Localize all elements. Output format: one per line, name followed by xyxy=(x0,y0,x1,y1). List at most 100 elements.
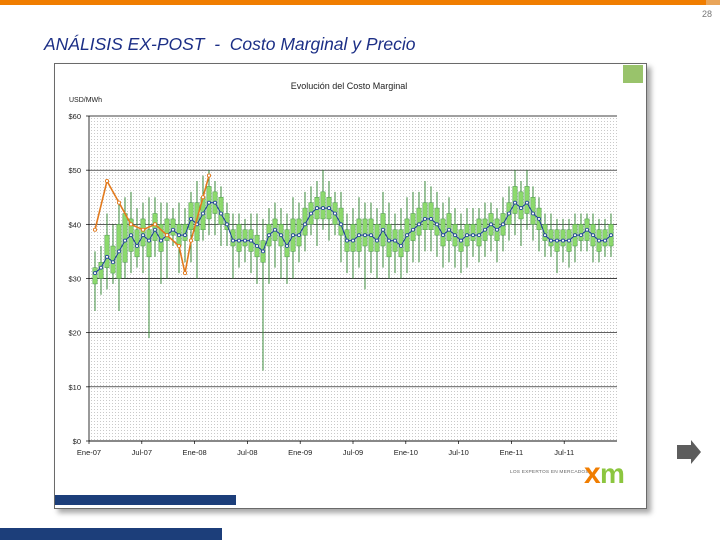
mean-cost-point xyxy=(429,217,433,221)
mean-cost-point xyxy=(579,233,583,238)
slide-title: ANÁLISIS EX-POST - Costo Marginal y Prec… xyxy=(44,34,416,54)
mean-cost-point xyxy=(399,244,403,248)
y-tick-label: $30 xyxy=(68,275,81,284)
mean-cost-point xyxy=(279,233,283,238)
candle-box xyxy=(446,213,452,241)
mean-cost-point xyxy=(123,238,127,243)
candle-box xyxy=(410,213,416,241)
mean-cost-point xyxy=(141,233,145,238)
price-point xyxy=(152,222,158,227)
mean-cost-point xyxy=(507,211,511,216)
xm-logo: LOS EXPERTOS EN MERCADOS x m xyxy=(506,455,630,493)
mean-cost-point xyxy=(525,200,529,205)
candle-box xyxy=(284,229,290,258)
mean-cost-point xyxy=(441,233,445,238)
x-tick-label: Ene-07 xyxy=(77,448,101,457)
page-number: 28 xyxy=(701,9,712,19)
mean-cost-point xyxy=(303,222,307,227)
y-tick-label: $60 xyxy=(68,112,81,121)
candle-box xyxy=(218,197,224,225)
mean-cost-point xyxy=(249,238,253,243)
mean-cost-point xyxy=(603,238,607,243)
candle-box xyxy=(422,202,428,231)
candle-box xyxy=(362,218,368,247)
mean-cost-point xyxy=(393,238,397,243)
x-tick-label: Jul-09 xyxy=(343,448,363,457)
mean-cost-point xyxy=(573,233,577,238)
mean-cost-point xyxy=(471,233,475,238)
mean-cost-point xyxy=(231,238,235,243)
mean-cost-point xyxy=(519,206,523,210)
mean-cost-point xyxy=(513,200,517,205)
mean-cost-point xyxy=(561,238,565,243)
mean-cost-point xyxy=(183,233,187,238)
mean-cost-point xyxy=(99,265,103,270)
mean-cost-point xyxy=(309,211,313,216)
y-axis-label: USD/MWh xyxy=(69,97,102,104)
y-tick-label: $20 xyxy=(68,329,81,338)
x-tick-label: Jul-07 xyxy=(132,448,152,457)
candle-box xyxy=(338,207,344,236)
mean-cost-point xyxy=(291,233,295,238)
candle-box xyxy=(92,267,98,285)
candle-box xyxy=(98,262,104,279)
mean-cost-point xyxy=(267,233,271,238)
mean-cost-point xyxy=(345,238,349,243)
x-tick-label: Ene-11 xyxy=(500,448,524,457)
price-point xyxy=(140,227,146,232)
mean-cost-point xyxy=(543,233,547,238)
mean-cost-point xyxy=(387,238,391,243)
mean-cost-point xyxy=(213,200,217,205)
mean-cost-point xyxy=(483,227,487,232)
mean-cost-point xyxy=(597,238,601,243)
candle-box xyxy=(152,213,158,241)
x-tick-label: Jul-10 xyxy=(448,448,468,457)
candle-box xyxy=(560,229,566,247)
right-arrow-icon[interactable] xyxy=(677,440,703,464)
mean-cost-point xyxy=(585,227,589,232)
mean-cost-point xyxy=(495,227,499,232)
mean-cost-point xyxy=(435,222,439,227)
top-accent-bar-end xyxy=(706,0,720,5)
price-line xyxy=(94,175,210,274)
mean-cost-point xyxy=(591,233,595,238)
candle-box xyxy=(140,218,146,247)
candle-box xyxy=(182,224,188,241)
xm-logo-mark: x m xyxy=(584,457,625,490)
candle-box xyxy=(224,213,230,230)
candle-box xyxy=(578,224,584,241)
price-point xyxy=(200,195,206,200)
candle-box xyxy=(164,218,170,241)
x-tick-label: Jul-11 xyxy=(554,448,574,457)
mean-cost-point xyxy=(321,206,325,210)
mean-cost-point xyxy=(327,206,331,210)
footer-bar xyxy=(0,528,222,540)
mean-cost-point xyxy=(189,217,193,221)
candle-box xyxy=(302,207,308,236)
candle-box xyxy=(350,224,356,252)
mean-cost-point xyxy=(255,244,259,248)
mean-cost-point xyxy=(105,254,109,259)
candle-box xyxy=(170,218,176,236)
price-point xyxy=(128,222,134,227)
candle-box xyxy=(320,191,326,220)
mean-cost-point xyxy=(417,222,421,227)
candle-box xyxy=(242,229,248,247)
mean-cost-point xyxy=(111,260,115,265)
candle-box xyxy=(470,224,476,241)
footer-bar-inner xyxy=(55,495,236,505)
mean-cost-point xyxy=(243,238,247,243)
mean-cost-point xyxy=(459,238,463,243)
candle-box xyxy=(524,186,530,214)
candle-box xyxy=(542,224,548,241)
price-point xyxy=(92,227,98,232)
mean-cost-point xyxy=(609,233,613,238)
candle-box xyxy=(122,213,128,263)
mean-cost-point xyxy=(201,211,205,216)
mean-cost-point xyxy=(375,238,379,243)
mean-cost-point xyxy=(273,227,277,232)
mean-cost-point xyxy=(135,244,139,248)
mean-cost-point xyxy=(363,233,367,238)
mean-cost-point xyxy=(453,233,457,238)
mean-cost-point xyxy=(477,233,481,238)
